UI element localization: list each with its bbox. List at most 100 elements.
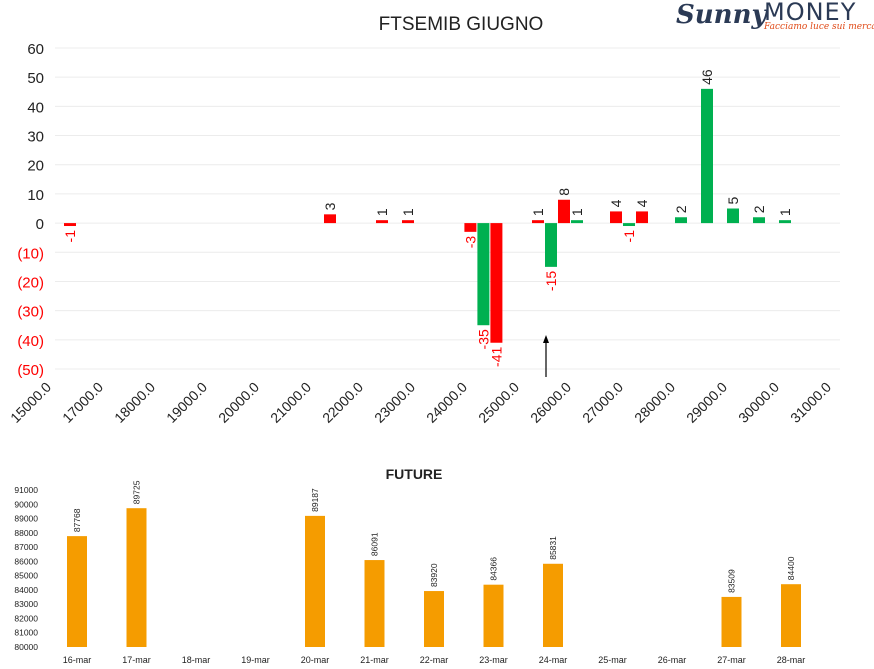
x-tick-label: 20000.0 <box>215 379 262 426</box>
chart-title: FUTURE <box>386 466 443 482</box>
bar <box>753 217 765 224</box>
data-label: 2 <box>751 205 767 213</box>
bar <box>464 223 477 232</box>
x-tick-label: 23-mar <box>479 655 508 665</box>
x-tick-label: 24-mar <box>539 655 568 665</box>
x-tick-label: 25-mar <box>598 655 627 665</box>
y-tick-label: 87000 <box>14 542 38 552</box>
y-axis: 91000 90000 89000 88000 87000 86000 85000 84000… <box>14 485 38 652</box>
ftsemib-options-chart: FTSEMIB GIUGNO 60 50 40 30 20 10 0 (10) (20) (30)… <box>7 14 840 426</box>
x-tick-label: 22000.0 <box>319 379 366 426</box>
data-label: 83920 <box>429 563 439 587</box>
grid-lines <box>55 47 840 370</box>
logo-tagline: Facciamo luce sui mercati <box>764 22 874 32</box>
x-tick-label: 23000.0 <box>371 379 418 426</box>
bar <box>623 223 635 227</box>
bar <box>490 223 503 343</box>
bar <box>305 515 325 647</box>
bar <box>781 584 801 647</box>
bar <box>402 220 414 224</box>
x-tick-label: 21-mar <box>360 655 389 665</box>
bar <box>558 199 570 224</box>
y-tick-label: 88000 <box>14 528 38 538</box>
data-label: 1 <box>569 208 585 216</box>
data-label: 1 <box>530 208 546 216</box>
bar <box>483 584 504 647</box>
x-axis: 16-mar 17-mar 18-mar 19-mar 20-mar 21-mar 22-m… <box>63 655 806 665</box>
y-tick-label: 82000 <box>14 613 38 623</box>
y-tick-label: 86000 <box>14 556 38 566</box>
y-tick-label: 30 <box>27 129 44 146</box>
y-tick-label: (30) <box>17 304 44 321</box>
data-label: 89725 <box>132 480 142 504</box>
data-label: 1 <box>400 208 416 216</box>
x-tick-label: 31000.0 <box>787 379 834 426</box>
bar <box>571 220 583 224</box>
x-tick-label: 19000.0 <box>163 379 210 426</box>
bar <box>67 536 87 647</box>
x-tick-label: 15000.0 <box>7 379 54 426</box>
logo-brand-left: Sunny <box>676 0 767 30</box>
data-label: -15 <box>543 271 559 291</box>
bar <box>779 220 791 224</box>
data-label: 85831 <box>548 536 558 560</box>
x-tick-label: 17000.0 <box>59 379 106 426</box>
bar <box>636 211 648 224</box>
data-label: -1 <box>62 230 78 243</box>
sunny-money-logo: Sunny MONEY Facciamo luce sui mercati <box>672 0 874 36</box>
bars: 87768 89725 89187 86091 83920 84366 85831 83509… <box>67 480 801 647</box>
bar <box>126 508 147 647</box>
y-tick-label: 90000 <box>14 499 38 509</box>
data-label: 89187 <box>310 488 320 512</box>
data-label: -3 <box>462 236 478 249</box>
data-labels: -1 3 1 1 -3 -35-41 1 -15 8 1 4 -1 4 2 46 5 2 1 <box>62 69 793 367</box>
data-label: 84400 <box>786 556 796 580</box>
y-tick-label: 60 <box>27 41 44 58</box>
x-tick-label: 21000.0 <box>267 379 314 426</box>
data-label: 1 <box>777 208 793 216</box>
bar <box>324 214 336 224</box>
bar <box>727 208 739 224</box>
y-tick-label: 83000 <box>14 599 38 609</box>
x-tick-label: 18000.0 <box>111 379 158 426</box>
bar <box>64 223 76 227</box>
data-label: 83509 <box>727 569 737 593</box>
x-tick-label: 27-mar <box>717 655 746 665</box>
x-tick-label: 28000.0 <box>631 379 678 426</box>
bar <box>532 220 544 224</box>
data-label: 2 <box>673 205 689 213</box>
x-tick-label: 16-mar <box>63 655 92 665</box>
x-axis: 15000.0 17000.0 18000.0 19000.0 20000.0 21000… <box>7 379 834 426</box>
bar <box>721 596 742 647</box>
y-tick-label: 10 <box>27 187 44 204</box>
data-label: -41 <box>488 347 504 367</box>
x-tick-label: 28-mar <box>777 655 806 665</box>
y-tick-label: 20 <box>27 158 44 175</box>
y-tick-label: 50 <box>27 70 44 87</box>
data-label: 46 <box>699 69 715 85</box>
y-tick-label: 0 <box>36 216 44 233</box>
x-tick-label: 19-mar <box>241 655 270 665</box>
bar <box>545 223 557 267</box>
x-tick-label: 18-mar <box>182 655 211 665</box>
x-tick-label: 25000.0 <box>475 379 522 426</box>
bar <box>701 88 713 224</box>
data-label: 87768 <box>72 508 82 532</box>
bar <box>610 211 622 224</box>
x-tick-label: 26-mar <box>658 655 687 665</box>
y-tick-label: 85000 <box>14 571 38 581</box>
data-label: -35 <box>475 329 491 349</box>
x-tick-label: 29000.0 <box>683 379 730 426</box>
y-tick-label: (40) <box>17 333 44 350</box>
y-tick-label: (10) <box>17 245 44 262</box>
up-arrow-annotation <box>543 335 549 377</box>
bar <box>477 223 490 326</box>
data-label: 3 <box>322 202 338 210</box>
bar <box>364 560 385 647</box>
x-tick-label: 30000.0 <box>735 379 782 426</box>
data-label: 4 <box>608 199 624 207</box>
x-tick-label: 27000.0 <box>579 379 626 426</box>
data-label: 1 <box>374 208 390 216</box>
y-tick-label: (50) <box>17 362 44 379</box>
data-label: 5 <box>725 197 741 205</box>
